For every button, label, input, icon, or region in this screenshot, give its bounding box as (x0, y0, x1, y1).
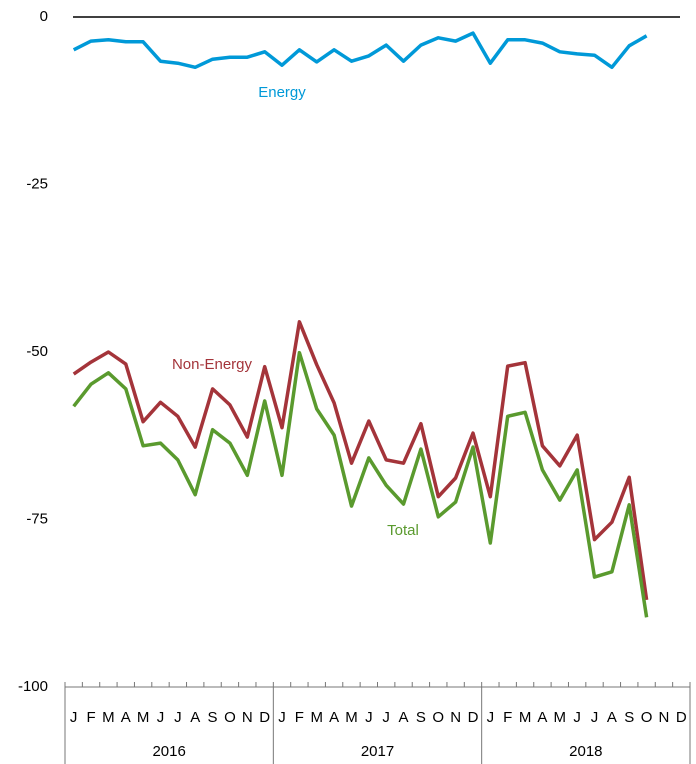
series-line (72, 350, 649, 618)
x-tick-label: J (573, 709, 581, 726)
x-tick-label: D (468, 709, 479, 726)
x-tick-label: A (537, 709, 547, 726)
x-tick-label: J (70, 709, 78, 726)
series-line (72, 31, 648, 70)
x-tick-label: N (450, 709, 461, 726)
series-label: Energy (258, 84, 306, 101)
x-tick-label: A (190, 709, 200, 726)
x-tick-label: S (416, 709, 426, 726)
x-tick-label: J (591, 709, 599, 726)
x-tick-label: A (399, 709, 409, 726)
x-tick-label: S (624, 709, 634, 726)
y-tick-label: 0 (40, 8, 48, 25)
x-tick-label: A (607, 709, 617, 726)
x-tick-label: F (503, 709, 512, 726)
x-tick-label: J (174, 709, 182, 726)
series-label: Non-Energy (172, 356, 253, 373)
x-tick-label: D (676, 709, 687, 726)
series-line (72, 320, 649, 601)
x-tick-label: J (157, 709, 165, 726)
x-tick-label: J (365, 709, 373, 726)
x-tick-label: M (102, 709, 115, 726)
x-tick-label: M (519, 709, 532, 726)
y-tick-label: -25 (26, 175, 48, 192)
x-tick-label: M (310, 709, 323, 726)
x-tick-label: N (659, 709, 670, 726)
x-tick-label: J (382, 709, 390, 726)
x-tick-label: F (295, 709, 304, 726)
y-tick-label: -50 (26, 343, 48, 360)
y-tick-label: -100 (18, 678, 48, 695)
x-tick-label: D (259, 709, 270, 726)
x-tick-label: O (432, 709, 444, 726)
x-tick-label: M (554, 709, 567, 726)
y-tick-label: -75 (26, 510, 48, 527)
x-tick-label: S (208, 709, 218, 726)
year-label: 2018 (569, 743, 602, 760)
x-tick-label: M (345, 709, 358, 726)
x-tick-label: O (641, 709, 653, 726)
x-tick-label: A (329, 709, 339, 726)
series-label: Total (387, 522, 419, 539)
x-tick-label: F (86, 709, 95, 726)
x-tick-label: N (242, 709, 253, 726)
x-tick-label: M (137, 709, 150, 726)
year-label: 2017 (361, 743, 394, 760)
x-tick-label: J (487, 709, 495, 726)
x-tick-label: J (278, 709, 286, 726)
x-tick-label: O (224, 709, 236, 726)
x-tick-label: A (121, 709, 131, 726)
year-label: 2016 (152, 743, 185, 760)
